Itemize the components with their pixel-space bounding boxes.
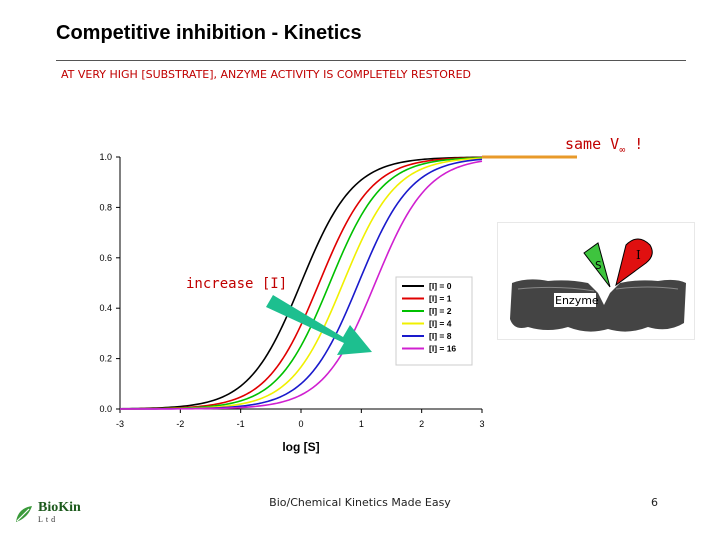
y-tick-label: 1.0 — [99, 152, 112, 162]
biokin-leaf-icon — [16, 506, 32, 522]
increase-label: increase [I] — [186, 276, 287, 292]
chart-curves — [119, 156, 483, 410]
inhibitor-label: I — [636, 248, 641, 262]
legend-box — [395, 276, 473, 366]
same-v-text: same V — [565, 135, 620, 153]
increase-arrow-shape — [266, 295, 372, 355]
x-tick-label: -1 — [237, 419, 245, 429]
enzyme-label: Enzyme — [555, 294, 599, 307]
title-divider — [56, 60, 686, 61]
slide-title: Competitive inhibition - Kinetics — [56, 22, 362, 44]
y-tick-label: 0.0 — [99, 404, 112, 414]
legend-label: [I] = 0 — [429, 281, 452, 291]
legend-label: [I] = 2 — [429, 306, 452, 316]
enzyme-texture — [517, 286, 679, 292]
enzyme-label-bg — [554, 293, 596, 307]
x-tick-label: 0 — [298, 419, 303, 429]
legend-label: [I] = 4 — [429, 319, 452, 329]
enzyme-body — [510, 279, 686, 332]
y-tick-label: 0.2 — [99, 354, 112, 364]
same-v-annotation: same V∞ ! — [565, 135, 643, 156]
slide-subtitle: AT VERY HIGH [SUBSTRATE], ANZYME ACTIVIT… — [61, 68, 471, 81]
y-tick-label: 0.4 — [99, 303, 112, 313]
x-tick-label: 3 — [479, 419, 484, 429]
inhibitor-shape — [615, 238, 653, 287]
x-tick-label: -3 — [116, 419, 124, 429]
logo-subtext: Ltd — [38, 515, 59, 524]
enzyme-illustration: Enzyme S I — [497, 222, 695, 340]
same-v-suffix: ! — [625, 135, 644, 153]
increase-arrow — [266, 295, 372, 355]
x-axis-label: log [S] — [282, 440, 319, 454]
series-line — [119, 160, 483, 410]
logo-text: BioKin — [38, 500, 81, 515]
y-tick-label: 0.8 — [99, 202, 112, 212]
enzyme-svg: Enzyme S I — [510, 238, 686, 332]
same-v-subscript: ∞ — [619, 145, 626, 156]
footer-text: Bio/Chemical Kinetics Made Easy — [269, 496, 451, 509]
chart-legend: [I] = 0 [I] = 1 [I] = 2 [I] = 4 [I] = 8 [I] =… — [395, 276, 473, 366]
page-number: 6 — [651, 496, 658, 509]
substrate-shape — [583, 242, 611, 288]
legend-label: [I] = 16 — [429, 344, 456, 354]
legend-label: [I] = 8 — [429, 331, 452, 341]
y-tick-label: 0.6 — [99, 253, 112, 263]
x-tick-label: 1 — [359, 419, 364, 429]
substrate-label: S — [595, 259, 602, 272]
series-line — [119, 156, 483, 410]
x-tick-label: 2 — [419, 419, 424, 429]
legend-label: [I] = 1 — [429, 294, 452, 304]
x-tick-label: -2 — [176, 419, 184, 429]
